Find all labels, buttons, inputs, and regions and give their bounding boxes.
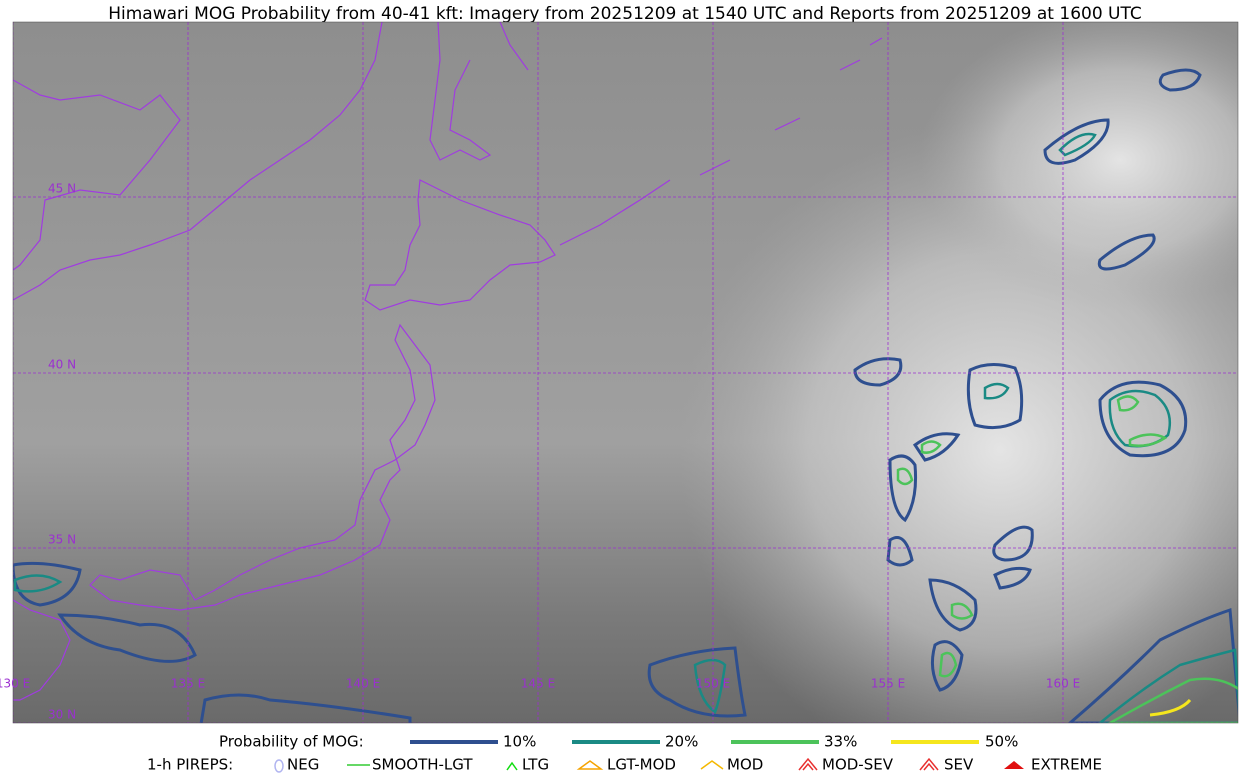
lon-label: 150 E [696, 677, 730, 691]
contour [1158, 68, 1202, 92]
legend-label: 33% [824, 733, 857, 751]
contour [966, 363, 1024, 430]
coastline [89, 323, 436, 611]
contour [1058, 132, 1097, 157]
contour [1149, 698, 1192, 717]
legend-label: NEG [287, 756, 319, 774]
legend-label: EXTREME [1031, 756, 1102, 774]
contour [1043, 118, 1110, 165]
contour [647, 646, 747, 718]
lon-label: 130 E [0, 677, 30, 691]
legend-label: 50% [985, 733, 1018, 751]
contour [1108, 389, 1172, 448]
legend: 10% 20% 33% 50% NEG SMOOTH-LGT LTG LGT-MOD MOD MO… [274, 733, 1102, 774]
contour [983, 382, 1010, 400]
graticule-labels: 45 N 40 N 35 N 30 N 130 E 135 E 140 E 145 E 150 … [0, 182, 1080, 722]
legend-label: MOD [727, 756, 763, 774]
legend-label: LGT-MOD [607, 756, 676, 774]
contour [886, 454, 917, 567]
contour [1116, 395, 1168, 447]
coastline [13, 599, 71, 701]
legend-label: LTG [522, 756, 549, 774]
map-border [12, 21, 1239, 724]
contour [938, 651, 958, 678]
coastline [429, 22, 529, 161]
lon-label: 135 E [171, 677, 205, 691]
pirep-icon [506, 761, 518, 771]
coastline [13, 79, 181, 271]
cloud-area [920, 22, 1238, 310]
coastline [559, 37, 883, 246]
pirep-icon [700, 760, 724, 770]
contour [1098, 648, 1238, 723]
contour [13, 561, 412, 723]
contour [1067, 607, 1238, 723]
lat-label: 35 N [48, 533, 76, 547]
contour [853, 357, 903, 387]
contour [1098, 380, 1188, 458]
legend-label: MOD-SEV [822, 756, 894, 774]
contour [992, 525, 1034, 590]
contour [1107, 677, 1238, 723]
contour [896, 440, 974, 620]
title: Himawari MOG Probability from 40-41 kft:… [108, 4, 1142, 24]
legend-title: Probability of MOG: [219, 733, 364, 751]
map [13, 22, 1238, 723]
legend-title: 1-h PIREPS: [147, 756, 233, 774]
contour [912, 432, 978, 632]
coastline [13, 22, 383, 301]
lat-label: 30 N [48, 708, 76, 722]
lon-label: 140 E [346, 677, 380, 691]
coastline [364, 179, 556, 311]
contour [693, 658, 727, 714]
graticule [13, 22, 1238, 723]
legend-label: 20% [665, 733, 698, 751]
legend-label: SEV [944, 756, 974, 774]
pirep-icon [1004, 761, 1024, 769]
lon-label: 145 E [521, 677, 555, 691]
contour [1097, 233, 1156, 271]
legend-label: 10% [503, 733, 536, 751]
pirep-icon [798, 757, 818, 771]
lon-label: 160 E [1046, 677, 1080, 691]
pirep-icon [274, 759, 284, 773]
pirep-icon [919, 757, 939, 771]
lat-label: 40 N [48, 358, 76, 372]
lat-label: 45 N [48, 182, 76, 196]
contour [13, 574, 63, 593]
pirep-icon [576, 760, 604, 770]
contour [930, 640, 964, 692]
legend-label: SMOOTH-LGT [372, 756, 473, 774]
lon-label: 155 E [871, 677, 905, 691]
